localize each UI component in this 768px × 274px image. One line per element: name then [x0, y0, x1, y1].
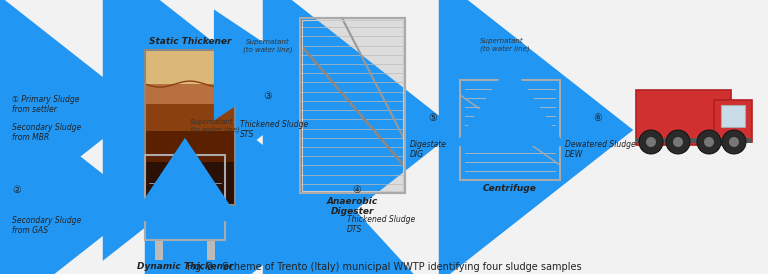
Text: ②: ②	[12, 185, 21, 195]
Circle shape	[697, 130, 721, 154]
Bar	[145, 131, 235, 162]
Bar	[636, 90, 731, 145]
Text: Secondary Sludge
from GAS: Secondary Sludge from GAS	[12, 216, 81, 235]
Bar	[145, 50, 235, 205]
Text: Supernatant
(to water line): Supernatant (to water line)	[243, 39, 293, 53]
Bar	[207, 240, 215, 260]
Bar	[161, 176, 169, 184]
Bar	[636, 138, 752, 143]
Text: Dynamic Thickener: Dynamic Thickener	[137, 262, 233, 271]
Bar	[300, 18, 405, 193]
Bar	[302, 20, 403, 191]
Text: ⑤: ⑤	[428, 113, 437, 123]
Bar	[721, 105, 745, 127]
Bar	[460, 80, 560, 180]
Text: Supernatant
(to water line): Supernatant (to water line)	[190, 119, 240, 133]
Text: Thickened Sludge
STS: Thickened Sludge STS	[240, 120, 308, 139]
Text: ③: ③	[263, 91, 272, 101]
Bar	[145, 155, 225, 240]
Bar	[300, 18, 405, 193]
Bar	[714, 100, 752, 142]
Bar	[145, 155, 225, 240]
Bar	[145, 162, 235, 205]
Text: Digestate
DIG: Digestate DIG	[410, 140, 447, 159]
Text: Thickened Sludge
DTS: Thickened Sludge DTS	[347, 215, 415, 234]
Text: Centrifuge: Centrifuge	[483, 184, 537, 193]
Bar	[145, 84, 235, 104]
Text: ⑥: ⑥	[594, 113, 602, 123]
Bar	[185, 176, 193, 184]
Circle shape	[666, 130, 690, 154]
Text: Fig. 2.  Scheme of Trento (Italy) municipal WWTP identifying four sludge samples: Fig. 2. Scheme of Trento (Italy) municip…	[187, 262, 581, 272]
Circle shape	[639, 130, 663, 154]
Text: Secondary Sludge
from MBR: Secondary Sludge from MBR	[12, 123, 81, 142]
Text: ④: ④	[353, 185, 362, 195]
Bar	[145, 104, 235, 131]
Bar	[145, 50, 235, 205]
Circle shape	[729, 137, 739, 147]
Circle shape	[704, 137, 714, 147]
Text: ① Primary Sludge
from settler: ① Primary Sludge from settler	[12, 95, 80, 115]
Bar	[460, 80, 560, 180]
Bar	[155, 240, 163, 260]
Circle shape	[673, 137, 683, 147]
Text: Dewatered Sludge
DEW: Dewatered Sludge DEW	[565, 140, 636, 159]
Bar	[145, 50, 235, 84]
Circle shape	[722, 130, 746, 154]
Text: Static Thickener: Static Thickener	[149, 37, 231, 46]
Circle shape	[646, 137, 656, 147]
Text: Anaerobic
Digester: Anaerobic Digester	[327, 197, 378, 216]
Text: Supernatant
(to water line): Supernatant (to water line)	[480, 38, 530, 52]
